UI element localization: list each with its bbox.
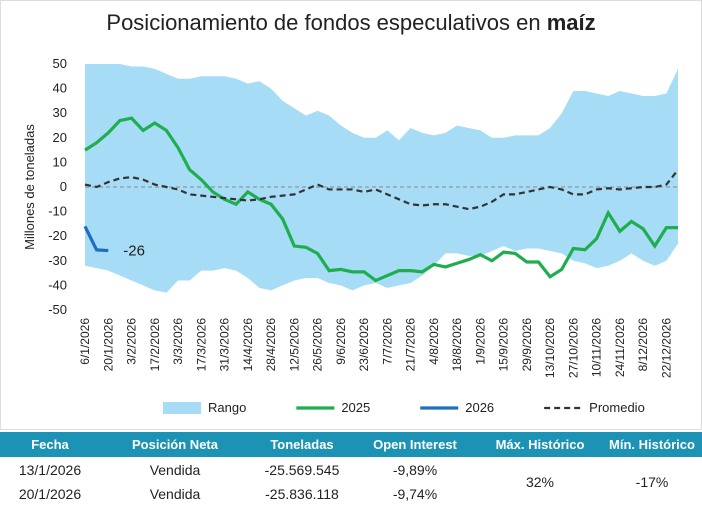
table-cell: 20/1/2026 <box>18 486 82 502</box>
y-tick-label: -20 <box>48 228 67 243</box>
chart-title: Posicionamiento de fondos especulativos … <box>106 10 595 35</box>
table-cell: -25.836.118 <box>265 486 339 502</box>
x-tick-label: 13/10/2026 <box>543 318 557 378</box>
y-tick-label: -10 <box>48 204 67 219</box>
table-header-bar <box>0 432 702 457</box>
x-tick-label: 28/4/2026 <box>264 318 278 372</box>
x-tick-label: 3/2/2026 <box>125 318 139 365</box>
title-emphasis: maíz <box>547 10 596 35</box>
x-tick-label: 27/10/2026 <box>566 318 580 378</box>
y-tick-label: 0 <box>60 179 67 194</box>
table-header: Posición Neta <box>132 437 218 452</box>
y-tick-label: 40 <box>53 81 67 96</box>
table-cell: -9,74% <box>392 486 438 502</box>
title-main: Posicionamiento de fondos especulativos … <box>106 10 540 35</box>
x-tick-label: 7/7/2026 <box>380 318 394 365</box>
x-tick-label: 3/3/2026 <box>171 318 185 365</box>
legend-swatch <box>163 402 201 414</box>
x-tick-label: 6/1/2026 <box>78 318 92 365</box>
y-tick-label: -50 <box>48 302 67 317</box>
x-tick-label: 15/9/2026 <box>497 318 511 372</box>
x-tick-label: 17/2/2026 <box>148 318 162 372</box>
x-tick-label: 23/6/2026 <box>357 318 371 372</box>
y-tick-label: 30 <box>53 105 67 120</box>
y-tick-label: 10 <box>53 154 67 169</box>
table-header: Open Interest <box>373 437 457 452</box>
x-tick-label: 22/12/2026 <box>659 318 673 378</box>
x-tick-label: 1/9/2026 <box>473 318 487 365</box>
average-line <box>84 169 679 211</box>
table-cell: Vendida <box>149 462 201 478</box>
x-tick-label: 18/8/2026 <box>450 318 464 372</box>
chart: Posicionamiento de fondos especulativos … <box>0 0 702 430</box>
table-cell: -25.569.545 <box>264 462 340 478</box>
table-header: Fecha <box>31 437 69 452</box>
series-line <box>83 225 109 253</box>
x-tick-label: 4/8/2026 <box>427 318 441 365</box>
x-tick-label: 14/4/2026 <box>241 318 255 372</box>
range-area <box>85 64 678 293</box>
x-tick-label: 24/11/2026 <box>613 318 627 377</box>
y-tick-label: 50 <box>53 56 67 71</box>
x-tick-label: 29/9/2026 <box>520 318 534 372</box>
x-tick-label: 8/12/2026 <box>636 318 650 372</box>
x-tick-label: 9/6/2026 <box>334 318 348 365</box>
legend-label: Rango <box>208 400 246 415</box>
table-header: Máx. Histórico <box>495 437 585 452</box>
x-tick-label: 26/5/2026 <box>311 318 325 372</box>
table-cell: 32% <box>525 474 555 490</box>
table-cell: -17% <box>635 474 669 490</box>
table-cell: -9,89% <box>392 462 438 478</box>
legend-label: 2025 <box>341 400 370 415</box>
table-cell: Vendida <box>149 486 201 502</box>
y-axis-label: Millones de toneladas <box>22 124 37 250</box>
y-tick-label: -30 <box>48 253 67 268</box>
x-tick-label: 10/11/2026 <box>590 318 604 377</box>
x-tick-label: 17/3/2026 <box>194 318 208 372</box>
table-header: Mín. Histórico <box>609 437 695 452</box>
x-tick-label: 21/7/2026 <box>404 318 418 372</box>
legend-label: Promedio <box>589 400 645 415</box>
x-tick-label: 12/5/2026 <box>287 318 301 372</box>
table-cell: 13/1/2026 <box>18 462 82 478</box>
x-tick-label: 31/3/2026 <box>218 318 232 372</box>
y-tick-label: -40 <box>48 277 67 292</box>
table-header: Toneladas <box>270 437 334 452</box>
series-line <box>84 116 678 283</box>
x-tick-label: 20/1/2026 <box>101 318 115 372</box>
legend-label: 2026 <box>465 400 494 415</box>
y-tick-label: 20 <box>53 130 67 145</box>
data-label: -26 <box>123 243 145 260</box>
